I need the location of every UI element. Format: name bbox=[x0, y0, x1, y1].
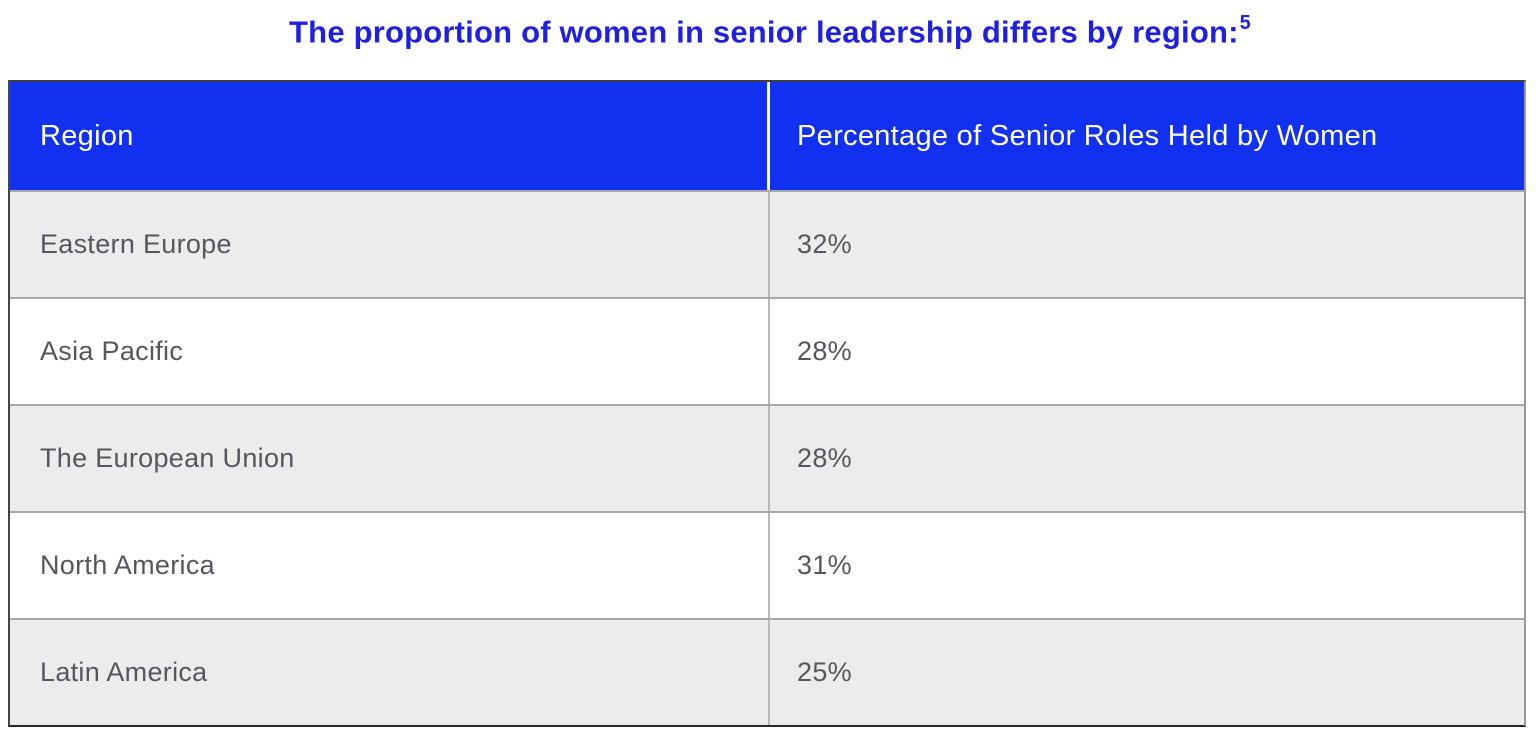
data-table: Region Percentage of Senior Roles Held b… bbox=[8, 80, 1526, 727]
table-row: North America 31% bbox=[10, 511, 1524, 618]
region-cell: Latin America bbox=[10, 620, 770, 725]
chart-title: The proportion of women in senior leader… bbox=[0, 12, 1539, 50]
table-row: Eastern Europe 32% bbox=[10, 190, 1524, 297]
table-row: The European Union 28% bbox=[10, 404, 1524, 511]
percentage-cell: 25% bbox=[797, 657, 852, 687]
chart-title-text: The proportion of women in senior leader… bbox=[289, 14, 1239, 50]
table-header-row: Region Percentage of Senior Roles Held b… bbox=[10, 82, 1524, 190]
region-cell: The European Union bbox=[10, 406, 770, 511]
header-cell-region: Region bbox=[10, 82, 770, 190]
footnote-marker: 5 bbox=[1239, 12, 1251, 34]
percentage-cell: 31% bbox=[797, 550, 852, 580]
percentage-cell: 28% bbox=[797, 443, 852, 473]
table-row: Latin America 25% bbox=[10, 618, 1524, 725]
region-cell: Eastern Europe bbox=[10, 192, 770, 297]
table-row: Asia Pacific 28% bbox=[10, 297, 1524, 404]
percentage-cell: 28% bbox=[797, 336, 852, 366]
percentage-cell: 32% bbox=[797, 229, 852, 259]
region-cell: North America bbox=[10, 513, 770, 618]
header-cell-percentage: Percentage of Senior Roles Held by Women bbox=[797, 119, 1378, 152]
region-cell: Asia Pacific bbox=[10, 299, 770, 404]
